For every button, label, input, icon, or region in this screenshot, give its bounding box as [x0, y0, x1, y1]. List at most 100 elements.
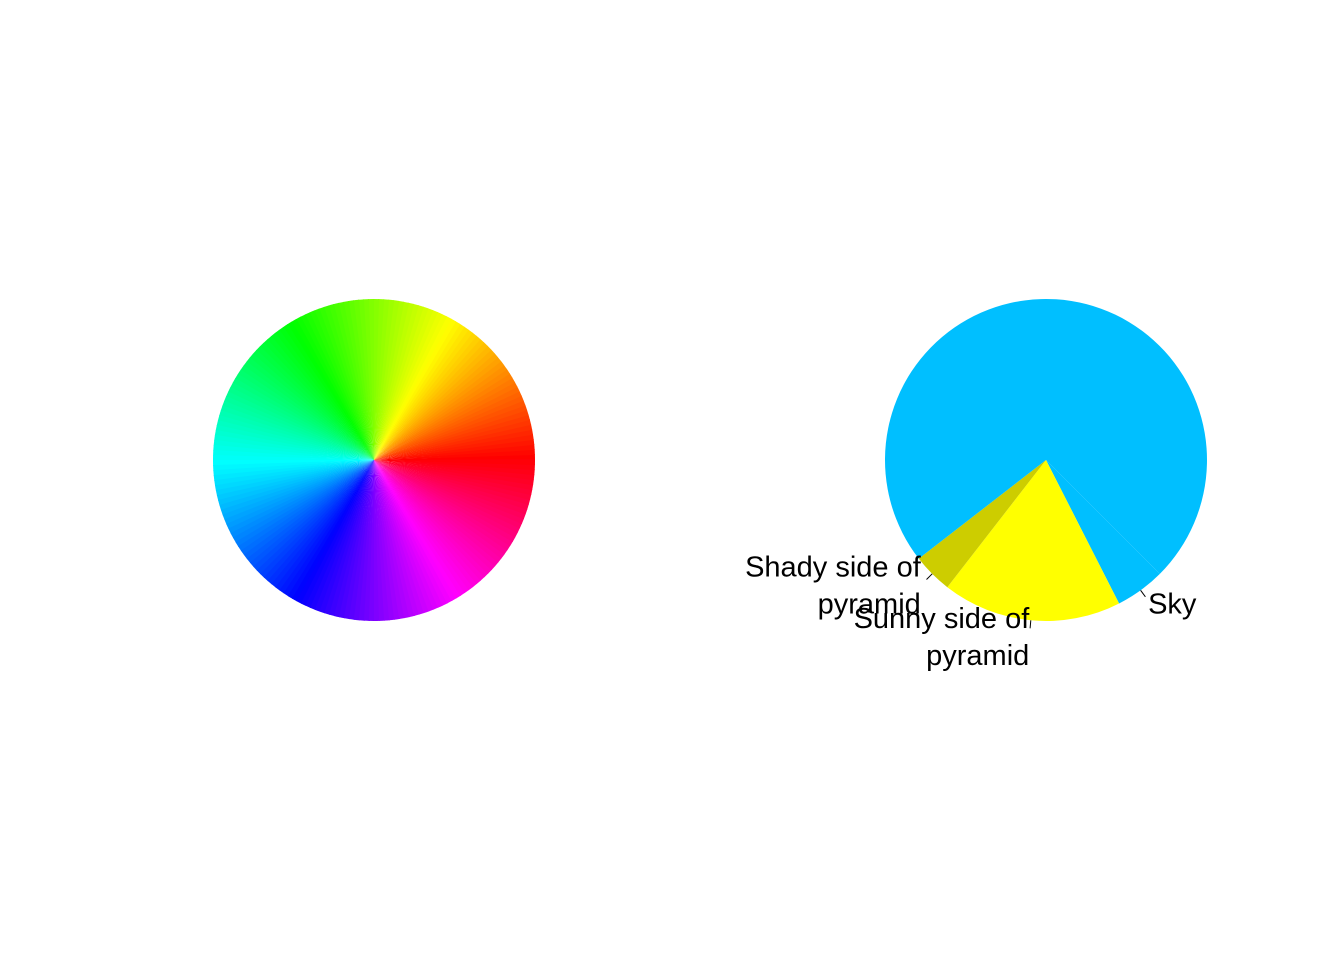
slice-label-line: Sunny side of — [854, 603, 1031, 635]
wheel-slice — [374, 460, 482, 585]
wheel-slice — [243, 361, 374, 460]
wheel-slice — [374, 460, 535, 481]
slice-label: Shady side of pyramid — [745, 552, 922, 621]
wheel-slice — [374, 301, 410, 460]
wheel-slice — [374, 335, 481, 460]
wheel-slice — [287, 460, 374, 600]
wheel-slice — [374, 460, 505, 559]
wheel-slice — [374, 313, 448, 460]
wheel-slice — [374, 300, 405, 460]
wheel-slice — [374, 338, 485, 460]
wheel-slice — [213, 439, 374, 460]
wheel-slice — [374, 460, 532, 501]
wheel-slice — [374, 460, 453, 604]
wheel-slice — [266, 335, 374, 460]
wheel-slice — [256, 346, 374, 460]
wheel-slice — [374, 460, 492, 574]
slice-label-line: Sky — [1148, 588, 1197, 620]
wheel-slice — [374, 310, 438, 460]
wheel-slice — [300, 314, 374, 460]
slice-label-line: pyramid — [926, 640, 1029, 672]
wheel-slice — [333, 460, 374, 618]
wheel-slice — [374, 318, 456, 460]
wheel-slice — [329, 460, 374, 617]
wheel-slice — [374, 390, 522, 460]
wheel-slice — [374, 460, 521, 534]
wheel-slice — [324, 460, 374, 615]
wheel-slice — [374, 302, 415, 460]
wheel-slice — [279, 460, 374, 594]
label-tick — [926, 573, 933, 580]
wheel-slice — [374, 300, 400, 460]
wheel-slice — [374, 326, 469, 460]
wheel-slice — [374, 460, 470, 594]
wheel-slice — [374, 460, 474, 591]
wheel-slice — [271, 460, 374, 588]
wheel-slice — [374, 460, 518, 538]
wheel-slice — [270, 332, 374, 460]
wheel-slice — [374, 460, 529, 510]
label-tick — [1140, 590, 1146, 598]
wheel-slice — [374, 329, 473, 460]
wheel-slice — [246, 357, 374, 460]
wheel-slice — [374, 299, 385, 460]
color-wheel-pie — [212, 298, 536, 622]
wheel-slice — [363, 460, 374, 621]
pyramid-slice-sky — [884, 298, 1207, 574]
wheel-slice — [374, 368, 510, 460]
wheel-slice — [220, 405, 374, 460]
wheel-slice — [256, 460, 374, 575]
wheel-slice — [263, 339, 374, 460]
wheel-slice — [374, 305, 424, 460]
wheel-slice — [374, 460, 444, 608]
wheel-slice — [374, 460, 508, 555]
wheel-slice — [228, 460, 374, 534]
wheel-slice — [246, 460, 374, 564]
wheel-slice — [219, 410, 374, 460]
wheel-slice — [259, 342, 374, 460]
wheel-slice — [230, 460, 374, 539]
wheel-slice — [374, 311, 443, 460]
wheel-slice — [224, 396, 374, 460]
wheel-slice — [374, 459, 536, 466]
wheel-slice — [374, 360, 505, 460]
wheel-slice — [374, 352, 499, 460]
wheel-slice — [374, 308, 434, 460]
wheel-slice — [374, 386, 520, 460]
wheel-slice — [374, 395, 524, 460]
wheel-slice — [348, 460, 374, 620]
wheel-slice — [295, 316, 374, 460]
wheel-slice — [374, 460, 524, 524]
wheel-slice — [314, 460, 374, 612]
pyramid-slice-shady-side-of-pyramid — [918, 460, 1046, 588]
wheel-slice — [374, 373, 513, 460]
wheel-slice — [300, 460, 374, 607]
wheel-slice — [283, 460, 374, 597]
wheel-slice — [238, 460, 374, 552]
wheel-slice — [374, 460, 466, 596]
wheel-slice — [374, 460, 496, 571]
wheel-slice — [225, 391, 374, 460]
wheel-slice — [374, 342, 488, 460]
wheel-slice — [237, 369, 374, 460]
wheel-slice — [374, 460, 534, 491]
wheel-slice — [240, 365, 374, 460]
wheel-slice — [374, 345, 492, 460]
wheel-slice — [260, 460, 374, 578]
wheel-slice — [343, 460, 374, 620]
wheel-slice — [217, 415, 374, 460]
wheel-slice — [374, 303, 419, 460]
wheel-slice — [249, 460, 374, 568]
wheel-slice — [274, 329, 374, 460]
wheel-slice — [275, 460, 374, 591]
pyramid-slice-sunny-side-of-pyramid — [947, 460, 1120, 621]
wheel-slice — [278, 326, 374, 460]
slice-label: Sunny side of pyramid — [854, 603, 1031, 672]
wheel-slice — [304, 312, 374, 460]
wheel-slice — [374, 460, 533, 496]
wheel-slice — [374, 316, 452, 460]
wheel-slice — [374, 460, 457, 602]
wheel-slice — [224, 460, 374, 525]
wheel-slice — [374, 460, 439, 610]
wheel-slice — [232, 460, 374, 543]
